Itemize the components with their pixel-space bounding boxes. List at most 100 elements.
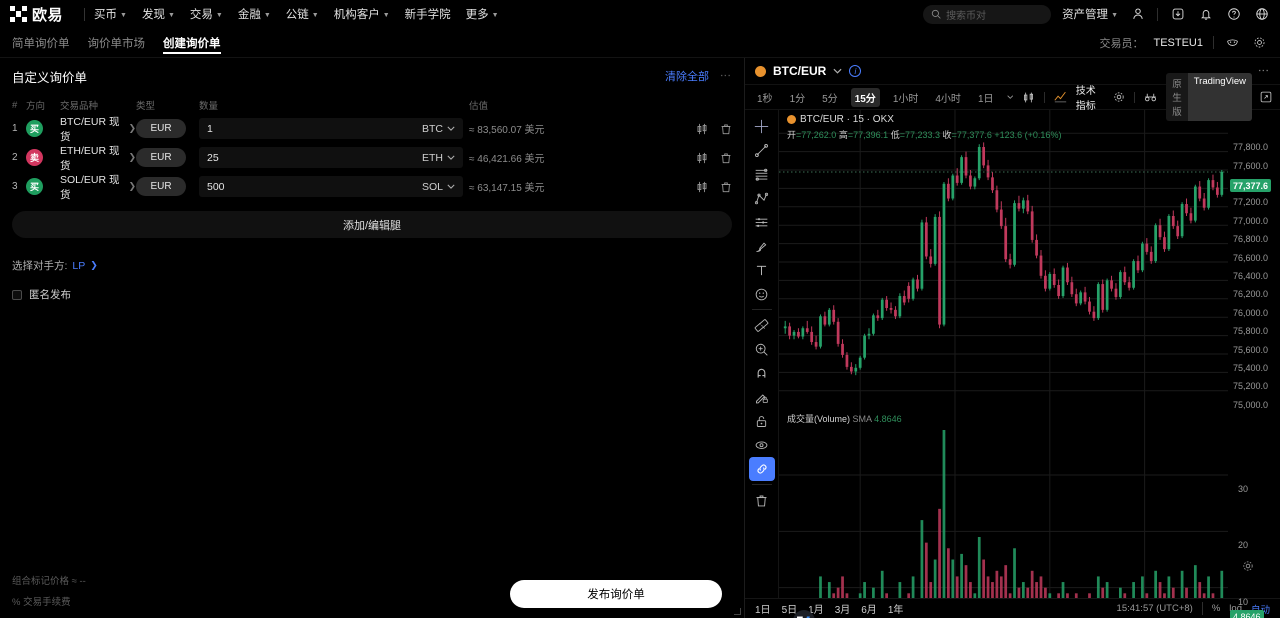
user-icon[interactable] [1129, 6, 1146, 23]
symbol-selector[interactable]: BTC/EUR 现货 ❯ [60, 114, 136, 144]
nav-item-trade[interactable]: 交易 ▼ [190, 6, 223, 22]
direction-badge-buy[interactable]: 买 [26, 178, 43, 195]
version-tradingview[interactable]: TradingView [1187, 73, 1252, 121]
range-1y[interactable]: 1年 [887, 605, 904, 616]
trendline-icon[interactable] [749, 138, 775, 162]
percent-scale-button[interactable]: % [1211, 603, 1221, 614]
okx-logo[interactable]: 欧易 [10, 4, 63, 25]
type-pill[interactable]: EUR [136, 177, 186, 196]
search-input[interactable]: 搜索币对 [923, 4, 1052, 24]
range-1d[interactable]: 1日 [755, 605, 771, 616]
fib-pitchfork-icon[interactable] [749, 186, 775, 210]
symbol-selector[interactable]: SOL/EUR 现货 ❯ [60, 172, 136, 202]
chart-settings-gear-icon[interactable] [1113, 91, 1125, 103]
unit-selector[interactable]: ETH [422, 152, 455, 164]
lock-icon[interactable] [749, 409, 775, 433]
timeframe-1h[interactable]: 1小时 [892, 93, 919, 105]
help-icon[interactable] [1225, 6, 1242, 23]
drag-handle-icon[interactable]: ⋮ [719, 70, 731, 82]
gear-icon[interactable] [1251, 34, 1268, 51]
type-pill[interactable]: EUR [136, 148, 186, 167]
direction-badge-buy[interactable]: 买 [26, 120, 43, 137]
timeframe-4h[interactable]: 4小时 [935, 93, 961, 105]
add-edit-leg-button[interactable]: 添加/编辑腿 [12, 211, 732, 238]
price-axis[interactable]: 77,800.077,600.077,400.077,200.077,000.0… [1228, 110, 1280, 618]
timeframe-5m[interactable]: 5分 [822, 93, 838, 105]
pattern-icon[interactable] [749, 210, 775, 234]
chart-type-icon[interactable] [1022, 91, 1035, 104]
counterparty-value[interactable]: LP [72, 259, 86, 272]
indicators-label[interactable]: 技术指标 [1075, 86, 1096, 112]
compare-icon[interactable] [1144, 91, 1157, 103]
candlestick-icon[interactable] [696, 152, 708, 164]
range-6mo[interactable]: 6月 [861, 605, 877, 616]
symbol-selector[interactable]: ETH/EUR 现货 ❯ [60, 143, 136, 173]
pencil-lock-icon[interactable] [749, 385, 775, 409]
chevron-down-icon[interactable] [833, 68, 842, 74]
type-pill[interactable]: EUR [136, 119, 186, 138]
candlestick-icon[interactable] [696, 123, 708, 135]
tab-create-rfq[interactable]: 创建询价单 [163, 28, 221, 57]
trader-name: TESTEU1 [1153, 36, 1203, 49]
horizontal-lines-icon[interactable] [749, 162, 775, 186]
download-icon[interactable] [1169, 6, 1186, 23]
row-type-cell: EUR [136, 177, 199, 196]
magnet-icon[interactable] [749, 361, 775, 385]
timeframe-1s[interactable]: 1秒 [757, 93, 773, 105]
indicators-icon[interactable] [1054, 91, 1067, 103]
chevron-down-icon[interactable] [1006, 94, 1013, 100]
log-scale-button[interactable]: log [1229, 603, 1242, 614]
timeframe-1d[interactable]: 1日 [977, 93, 994, 105]
price-tick: 75,000.0 [1233, 399, 1269, 410]
eye-icon[interactable] [749, 433, 775, 457]
bell-icon[interactable] [1197, 6, 1214, 23]
resize-handle[interactable] [734, 608, 741, 615]
ruler-icon[interactable] [749, 313, 775, 337]
range-5d[interactable]: 5日 [781, 605, 798, 616]
mask-icon[interactable] [1224, 34, 1241, 51]
emoji-icon[interactable] [749, 282, 775, 306]
axis-settings-icon[interactable] [1242, 560, 1254, 572]
nav-item-asset-management[interactable]: 资产管理 ▼ [1062, 6, 1118, 22]
clear-all-button[interactable]: 清除全部 [665, 71, 709, 83]
nav-item-finance[interactable]: 金融 ▼ [238, 6, 271, 22]
nav-item-chain[interactable]: 公链 ▼ [286, 6, 319, 22]
chart-drag-handle-icon[interactable]: ⋮ [1257, 65, 1269, 77]
delete-row-icon[interactable] [720, 152, 732, 164]
unit-selector[interactable]: BTC [422, 123, 455, 135]
quantity-input[interactable]: 1 BTC [199, 118, 463, 139]
okx-logo-mark [10, 5, 27, 23]
tab-simple-rfq[interactable]: 简单询价单 [12, 28, 70, 57]
text-icon[interactable] [749, 258, 775, 282]
publish-rfq-button[interactable]: 发布询价单 [510, 580, 722, 608]
tab-rfq-market[interactable]: 询价单市场 [88, 28, 146, 57]
nav-item-buy-crypto[interactable]: 买币 ▼ [94, 6, 127, 22]
timeframe-1m[interactable]: 1分 [789, 93, 806, 105]
info-icon[interactable]: i [849, 65, 862, 77]
nav-item-institutional[interactable]: 机构客户 ▼ [334, 6, 390, 22]
crosshair-icon[interactable] [749, 114, 775, 138]
nav-item-academy[interactable]: 新手学院 [405, 6, 451, 22]
trash-icon[interactable] [749, 488, 775, 512]
candlestick-icon[interactable] [696, 181, 708, 193]
zoom-icon[interactable] [749, 337, 775, 361]
link-icon[interactable] [748, 457, 775, 481]
quantity-input[interactable]: 25 ETH [199, 147, 463, 168]
delete-row-icon[interactable] [720, 123, 732, 135]
direction-badge-sell[interactable]: 卖 [26, 149, 43, 166]
anonymous-checkbox[interactable] [12, 289, 22, 300]
nav-item-discover[interactable]: 发现 ▼ [142, 6, 175, 22]
nav-item-more[interactable]: 更多 ▼ [466, 6, 499, 22]
delete-row-icon[interactable] [720, 181, 732, 193]
timeframe-15m[interactable]: 15分 [850, 87, 880, 107]
unit-selector[interactable]: SOL [422, 181, 455, 193]
range-1mo[interactable]: 1月 [808, 605, 824, 616]
chart-canvas[interactable]: BTC/EUR · 15 · OKX 开=77,262.0 高=77,396.1… [779, 110, 1228, 618]
chart-clock: 15:41:57 (UTC+8) [1116, 603, 1193, 614]
brush-icon[interactable] [749, 234, 775, 258]
globe-icon[interactable] [1253, 6, 1270, 23]
fullscreen-icon[interactable] [1260, 91, 1272, 103]
version-native[interactable]: 原生版 [1172, 79, 1182, 118]
quantity-input[interactable]: 500 SOL [199, 176, 463, 197]
range-3mo[interactable]: 3月 [834, 605, 851, 616]
